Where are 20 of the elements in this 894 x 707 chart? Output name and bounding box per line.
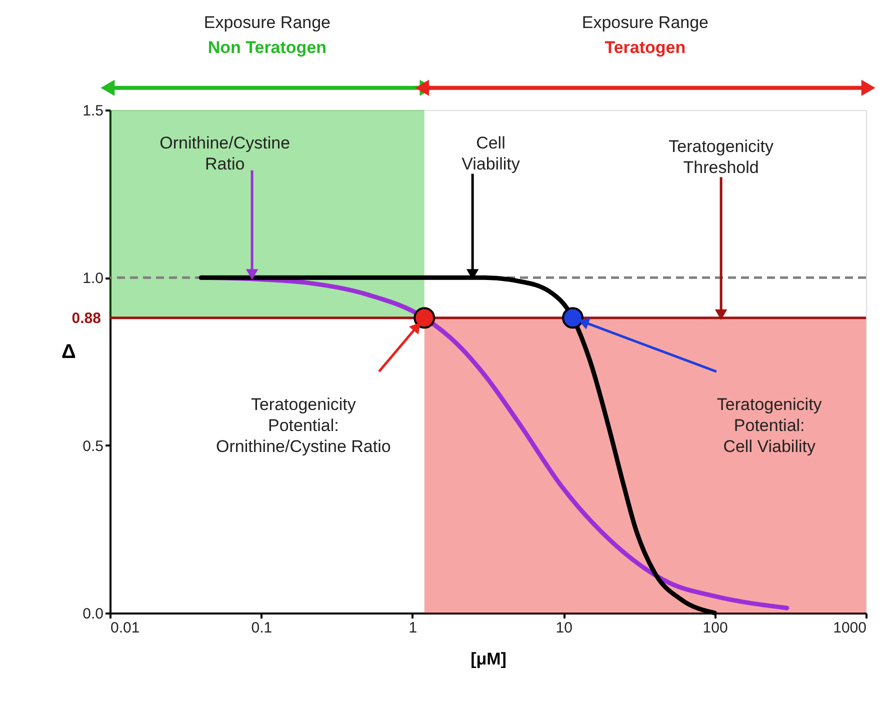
y-tick-label: 0.5 <box>82 438 104 455</box>
x-tick-label: 10 <box>556 620 572 636</box>
y-axis-title: Δ <box>61 341 76 363</box>
annotation: Cell Viability <box>462 134 520 174</box>
x-axis-title: [μM] <box>470 650 506 668</box>
annotation: Ornithine/Cystine Ratio <box>160 134 290 174</box>
x-tick-label: 1 <box>408 620 418 636</box>
x-tick-label: 100 <box>702 620 728 636</box>
ref-line-label: 0.88 <box>72 310 101 327</box>
annotation: Teratogenicity Threshold <box>668 136 774 177</box>
x-tick-label: 0.01 <box>110 620 140 636</box>
text: Exposure Range Non Teratogen <box>204 12 331 57</box>
y-tick-label: 0.0 <box>82 606 104 622</box>
annotation: Teratogenicity Potential: Cell Viability <box>716 395 822 456</box>
annotation: Teratogenicity Potential: Ornithine/Cystine Ratio <box>216 395 391 456</box>
x-tick-label: 0.1 <box>251 620 272 636</box>
y-tick-label: 1.5 <box>82 102 104 120</box>
text: Exposure Range Teratogen <box>582 12 709 57</box>
y-tick-label: 1.0 <box>82 270 104 288</box>
x-tick-label: 1000 <box>833 620 866 636</box>
